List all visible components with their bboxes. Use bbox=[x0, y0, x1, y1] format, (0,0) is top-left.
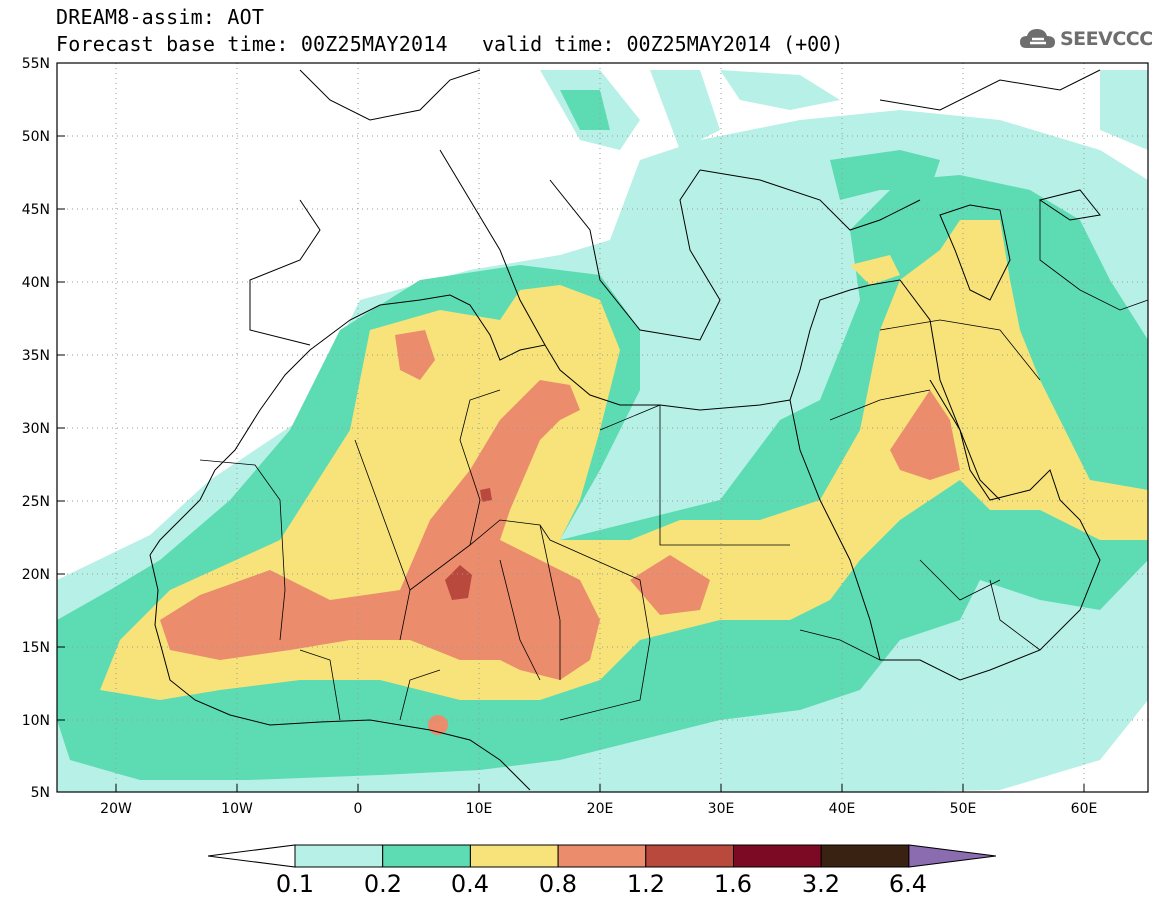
lat-label: 50N bbox=[22, 129, 50, 145]
lat-label: 15N bbox=[22, 640, 50, 656]
colorbar-label: 3.2 bbox=[802, 870, 840, 898]
colorbar-label: 6.4 bbox=[889, 870, 927, 898]
seevccc-logo: SEEVCCC bbox=[1018, 24, 1158, 58]
lon-label: 10W bbox=[221, 801, 253, 817]
colorbar-segment bbox=[557, 844, 647, 868]
tick-marks bbox=[57, 62, 1085, 792]
lat-label: 55N bbox=[22, 56, 50, 72]
colorbar-segment bbox=[733, 844, 822, 868]
lon-label: 60E bbox=[1071, 801, 1098, 817]
colorbar-label: 1.6 bbox=[714, 870, 752, 898]
lat-label: 20N bbox=[22, 567, 50, 583]
coastlines bbox=[149, 69, 1101, 791]
logo-text: SEEVCCC bbox=[1060, 28, 1153, 50]
colorbar-segment bbox=[645, 844, 734, 868]
colorbar-segment bbox=[908, 844, 996, 868]
aot-band-1-2 bbox=[445, 488, 492, 600]
colorbar-segment bbox=[469, 844, 559, 868]
lat-label: 5N bbox=[31, 785, 50, 801]
lat-label: 30N bbox=[22, 421, 50, 437]
lon-label: 50E bbox=[950, 801, 977, 817]
lat-label: 25N bbox=[22, 494, 50, 510]
colorbar-labels: 0.1 0.2 0.4 0.8 1.2 1.6 3.2 6.4 bbox=[276, 870, 927, 898]
aot-band-0-8 bbox=[160, 330, 960, 735]
lat-labels: 55N 50N 45N 40N 35N 30N 25N 20N 15N 10N … bbox=[22, 56, 50, 801]
cloud-icon bbox=[1020, 29, 1055, 48]
colorbar-label: 0.8 bbox=[539, 870, 577, 898]
lat-label: 35N bbox=[22, 348, 50, 364]
colorbar-segment bbox=[207, 844, 296, 868]
colorbar-label: 1.2 bbox=[627, 870, 665, 898]
colorbar-label: 0.4 bbox=[451, 870, 489, 898]
map-title: DREAM8-assim: AOT bbox=[56, 5, 265, 29]
lat-label: 40N bbox=[22, 275, 50, 291]
colorbar-label: 0.1 bbox=[276, 870, 314, 898]
colorbar-segment bbox=[294, 844, 384, 868]
lon-label: 20W bbox=[100, 801, 132, 817]
aot-band-0-4 bbox=[100, 220, 1148, 700]
valid-time: valid time: 00Z25MAY2014 (+00) bbox=[482, 32, 844, 56]
lon-label: 40E bbox=[829, 801, 856, 817]
colorbar-segment bbox=[820, 844, 910, 868]
lat-label: 45N bbox=[22, 202, 50, 218]
lon-label: 0 bbox=[354, 801, 363, 817]
forecast-base-time: Forecast base time: 00Z25MAY2014 bbox=[56, 32, 448, 56]
lon-label: 10E bbox=[466, 801, 493, 817]
lon-label: 20E bbox=[587, 801, 614, 817]
borders bbox=[199, 200, 1148, 721]
lon-labels: 20W 10W 0 10E 20E 30E 40E 50E 60E bbox=[100, 801, 1097, 817]
graticule bbox=[57, 63, 1148, 792]
lat-label: 10N bbox=[22, 713, 50, 729]
colorbar bbox=[207, 844, 996, 868]
colorbar-segment bbox=[382, 844, 471, 868]
colorbar-label: 0.2 bbox=[364, 870, 402, 898]
lon-label: 30E bbox=[708, 801, 735, 817]
